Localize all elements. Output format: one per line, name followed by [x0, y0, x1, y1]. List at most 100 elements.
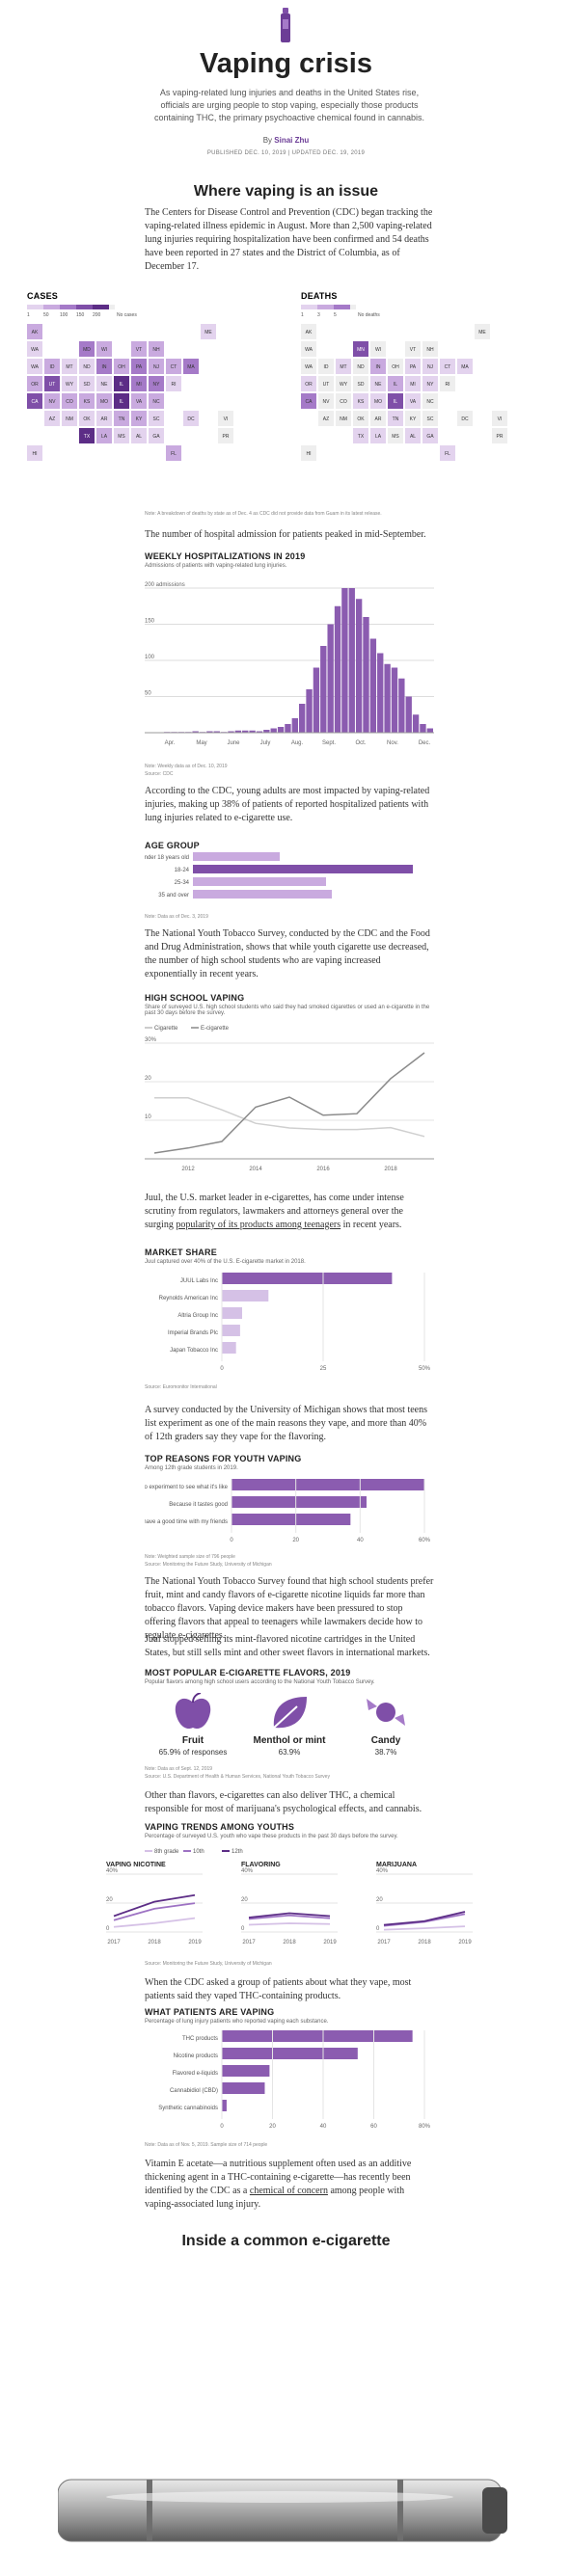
- state-tile-co: CO: [336, 393, 351, 409]
- state-tile-ri: RI: [166, 376, 181, 391]
- tile-label: AR: [101, 416, 108, 422]
- bar: [327, 624, 334, 733]
- state-tile-mt: MT: [62, 359, 77, 374]
- tile-rect: [440, 445, 455, 461]
- tile-label: OH: [118, 364, 125, 370]
- tile-label: VI: [224, 416, 229, 422]
- tile-label: TN: [393, 416, 399, 422]
- tile-rect: [422, 376, 438, 391]
- tile-rect: [149, 359, 164, 374]
- tile-label: CT: [445, 364, 451, 370]
- y-tick-label: 0: [241, 1926, 245, 1932]
- x-tick-label: 2019: [323, 1940, 337, 1945]
- tile-label: GA: [152, 434, 160, 440]
- category-label: Altria Group Inc: [177, 1313, 218, 1319]
- state-tile-ne: NE: [96, 376, 112, 391]
- tile-label: IL: [394, 399, 397, 405]
- y-tick-label: 20: [106, 1897, 113, 1903]
- tile-label: NM: [340, 416, 347, 422]
- x-tick-label: Aug.: [291, 740, 304, 746]
- tile-label: IN: [376, 364, 381, 370]
- state-tile-mi: MI: [405, 376, 421, 391]
- state-tile-tn: TN: [114, 411, 129, 426]
- tile-label: NH: [152, 347, 160, 353]
- popularity-link[interactable]: popularity of its products among teenage…: [176, 1220, 341, 1230]
- tile-rect: [201, 324, 216, 339]
- x-tick-label: 40: [320, 2124, 327, 2130]
- legend-label: 1: [27, 312, 30, 318]
- tile-rect: [183, 411, 199, 426]
- tile-label: CA: [306, 399, 313, 405]
- state-tile-il: IL: [114, 376, 129, 391]
- tile-rect: [353, 341, 368, 357]
- tile-label: NE: [101, 382, 109, 388]
- chemical-of-concern-link[interactable]: chemical of concern: [249, 2186, 328, 2196]
- tile-rect: [301, 341, 316, 357]
- bar: [222, 2065, 270, 2077]
- tile-rect: [301, 445, 316, 461]
- vape-pen-icon: [281, 8, 290, 42]
- bar: [306, 689, 313, 733]
- weekly-chart: 200 admissions 150 100 50 Apr. May June July Aug…: [145, 582, 434, 746]
- state-tile-me: ME: [201, 324, 216, 339]
- bar: [232, 1496, 367, 1508]
- tile-rect: [79, 411, 95, 426]
- para-juul-text-1: Juul, the U.S. market leader in e-cigare…: [145, 1193, 404, 1230]
- state-tile-nj: NJ: [422, 359, 438, 374]
- tile-rect: [79, 376, 95, 391]
- tile-label: TN: [119, 416, 125, 422]
- flavors-subtitle: Popular flavors among high school users …: [145, 1679, 375, 1685]
- tile-rect: [149, 428, 164, 443]
- map-note: Note: A breakdown of deaths by state as …: [145, 511, 382, 517]
- legend-label: 200: [93, 312, 101, 318]
- tile-label: NV: [323, 399, 331, 405]
- state-tile-md: MD: [79, 341, 95, 357]
- state-tile-nd: ND: [79, 359, 95, 374]
- state-tile-pr: PR: [492, 428, 507, 443]
- bar: [213, 731, 220, 733]
- tile-label: WY: [340, 382, 348, 388]
- map-title: DEATHS: [301, 291, 338, 301]
- tile-label: VI: [498, 416, 503, 422]
- tile-rect: [370, 359, 386, 374]
- tile-rect: [301, 393, 316, 409]
- tile-rect: [131, 341, 147, 357]
- tile-rect: [114, 411, 129, 426]
- tile-label: LA: [101, 434, 108, 440]
- y-tick-label: 200 admissions: [145, 582, 185, 588]
- bar: [222, 1325, 240, 1336]
- trends-title: VAPING TRENDS AMONG YOUTHS: [145, 1822, 295, 1832]
- tile-rect: [336, 359, 351, 374]
- state-tile-mo: MO: [370, 393, 386, 409]
- tile-rect: [79, 393, 95, 409]
- author-link[interactable]: Sinai Zhu: [274, 136, 310, 145]
- series-line: [113, 1893, 196, 1918]
- category-label: Synthetic cannabinoids: [158, 2106, 218, 2111]
- flavors-title: MOST POPULAR E-CIGARETTE FLAVORS, 2019: [145, 1668, 351, 1677]
- tile-label: PA: [410, 364, 417, 370]
- tile-rect: [27, 376, 42, 391]
- patients-title: WHAT PATIENTS ARE VAPING: [145, 2007, 275, 2017]
- state-tile-fl: FL: [440, 445, 455, 461]
- tile-rect: [405, 376, 421, 391]
- market-chart: JUUL Labs Inc Reynolds American Inc Altria…: [159, 1273, 431, 1372]
- x-tick-label: 2016: [316, 1167, 330, 1172]
- tile-rect: [422, 428, 438, 443]
- tile-label: OR: [31, 382, 39, 388]
- tile-rect: [388, 359, 403, 374]
- hs-chart-subtitle: Share of surveyed U.S. high school stude…: [145, 1005, 430, 1016]
- tile-rect: [114, 359, 129, 374]
- bar: [320, 646, 327, 733]
- tile-rect: [44, 359, 60, 374]
- weekly-note: Note: Weekly data as of Dec. 10, 2019: [145, 764, 228, 769]
- x-tick-label: 0: [220, 1366, 224, 1372]
- tile-label: MS: [118, 434, 125, 440]
- state-tile-or: OR: [27, 376, 42, 391]
- state-tile-ca: CA: [301, 393, 316, 409]
- bar: [232, 1479, 424, 1490]
- state-tile-vt: VT: [131, 341, 147, 357]
- state-tile-ky: KY: [131, 411, 147, 426]
- bar: [193, 865, 413, 873]
- tile-label: LA: [375, 434, 382, 440]
- state-tile-ct: CT: [440, 359, 455, 374]
